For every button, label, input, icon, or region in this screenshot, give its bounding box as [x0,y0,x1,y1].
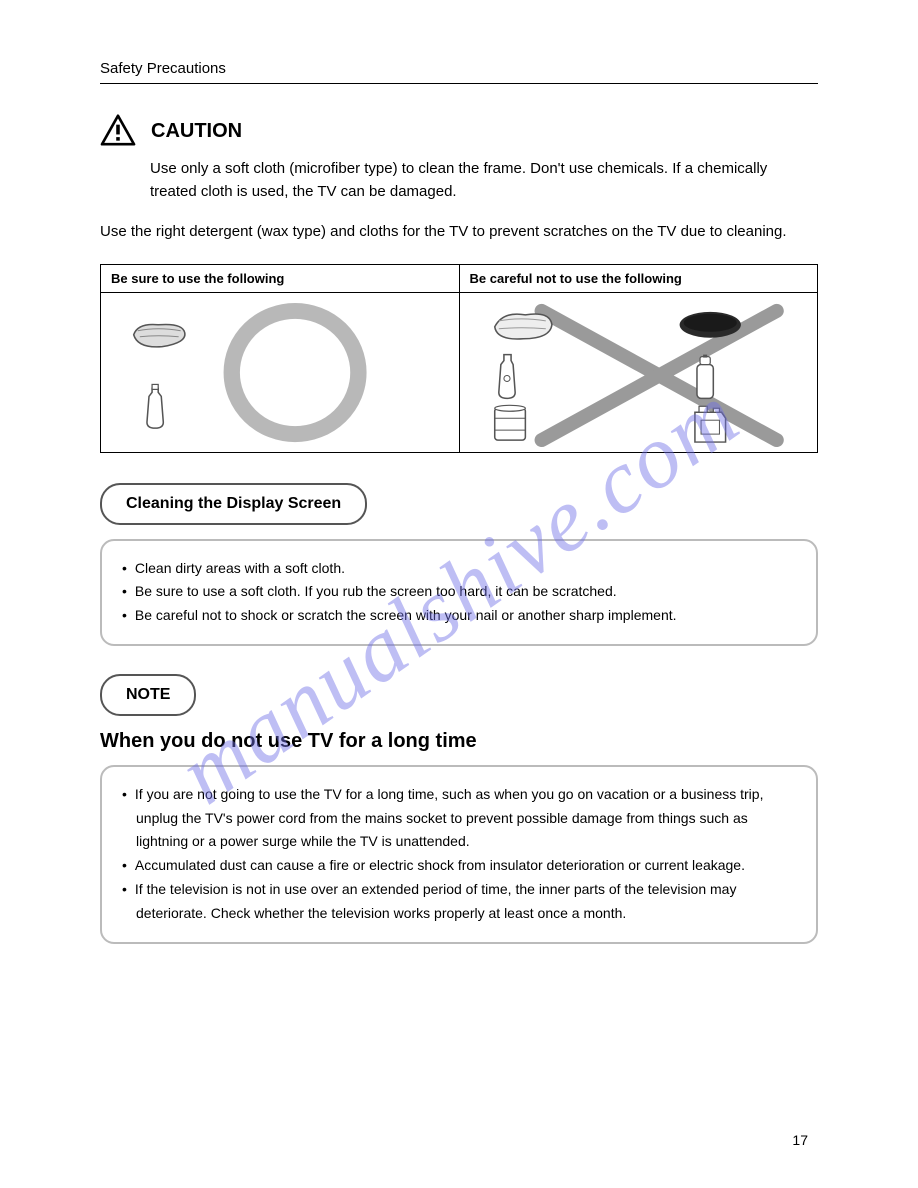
cleaning-tip-2: Be sure to use a soft cloth. If you rub … [122,580,796,604]
approve-circle-icon [232,310,359,433]
page-number: 17 [792,1132,808,1148]
soft-cloth-icon [134,324,185,346]
cleaning-tip-3: Be careful not to shock or scratch the s… [122,604,796,628]
long-time-info-box: If you are not going to use the TV for a… [100,765,818,944]
scrub-pad-icon [679,311,740,337]
cleaning-screen-info-box: Clean dirty areas with a soft cloth. Be … [100,539,818,646]
long-time-heading: When you do not use TV for a long time [100,730,818,753]
care-table-header-left: Be sure to use the following [101,264,460,292]
note-pill: NOTE [100,674,196,716]
care-table: Be sure to use the following Be careful … [100,264,818,453]
header-divider [100,83,818,84]
page-title: Safety Precautions [100,60,818,77]
longtime-tip-1: If you are not going to use the TV for a… [122,783,796,854]
reject-cross-icon [541,310,776,439]
caution-paragraph-1: Use only a soft cloth (microfiber type) … [100,158,818,203]
longtime-tip-3: If the television is not in use over an … [122,878,796,926]
rough-cloth-icon [494,313,551,338]
jerry-can-icon [694,406,725,442]
spray-bottle-icon [498,354,514,398]
warning-triangle-icon [100,114,136,146]
cleaning-tip-1: Clean dirty areas with a soft cloth. [122,557,796,581]
longtime-tip-2: Accumulated dust can cause a fire or ele… [122,854,796,878]
caution-label: CAUTION [151,114,242,143]
detergent-bottle-icon [147,384,163,428]
barrel-icon [494,405,525,440]
care-table-cell-forbidden [459,292,818,452]
caution-paragraph-2: Use the right detergent (wax type) and c… [100,221,818,244]
care-table-cell-allowed [101,292,460,452]
care-table-header-right: Be careful not to use the following [459,264,818,292]
cleaning-screen-pill: Cleaning the Display Screen [100,483,367,525]
